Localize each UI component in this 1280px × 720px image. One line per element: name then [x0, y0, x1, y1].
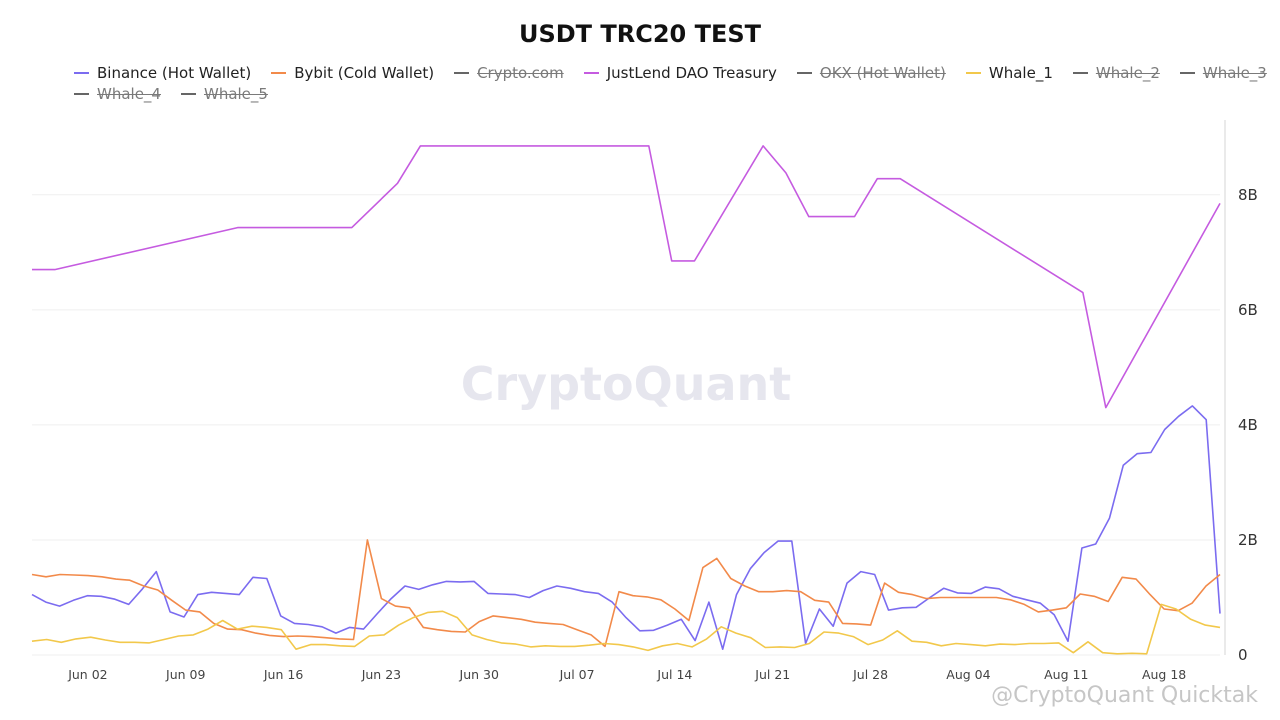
legend-swatch [74, 92, 89, 95]
legend-label: Whale_2 [1095, 63, 1160, 82]
legend-item-bybit[interactable]: Bybit (Cold Wallet) [271, 64, 434, 82]
legend-label: Whale_5 [203, 84, 268, 103]
legend-item-crypto-com[interactable]: Crypto.com [454, 64, 564, 82]
legend-label: Whale_1 [988, 63, 1053, 82]
chart-title: USDT TRC20 TEST [518, 20, 762, 48]
legend-label: Whale_3 [1202, 63, 1267, 82]
x-tick-label: Jun 02 [67, 667, 107, 682]
legend-item-whale-4[interactable]: Whale_4 [74, 85, 161, 103]
legend-item-whale-3[interactable]: Whale_3 [1179, 63, 1267, 82]
legend-row-2: Whale_4 Whale_5 [74, 83, 1224, 104]
x-tick-label: Aug 11 [1044, 667, 1088, 682]
chart-legend: Binance (Hot Wallet) Bybit (Cold Wallet)… [74, 62, 1267, 104]
legend-item-binance[interactable]: Binance (Hot Wallet) [74, 64, 251, 82]
y-tick-label: 4B [1238, 416, 1258, 434]
legend-swatch [796, 71, 812, 74]
legend-swatch [271, 71, 287, 74]
legend-swatch [1179, 71, 1195, 74]
legend-item-okx[interactable]: OKX (Hot Wallet) [796, 63, 946, 82]
x-tick-label: Jul 14 [656, 667, 692, 682]
y-tick-label: 0 [1238, 646, 1248, 664]
legend-swatch [454, 71, 470, 74]
x-tick-label: Jun 09 [165, 667, 205, 682]
legend-item-whale-1[interactable]: Whale_1 [965, 63, 1053, 82]
x-tick-label: Aug 18 [1142, 667, 1186, 682]
legend-label: Whale_4 [97, 84, 161, 103]
x-tick-label: Jul 07 [559, 667, 595, 682]
legend-swatch [1072, 71, 1088, 74]
legend-label: Binance (Hot Wallet) [97, 63, 252, 82]
legend-label: JustLend DAO Treasury [606, 63, 777, 82]
x-tick-label: Jul 21 [754, 667, 790, 682]
legend-item-justlend[interactable]: JustLend DAO Treasury [583, 63, 777, 82]
footer-watermark: @CryptoQuant Quicktak [991, 683, 1258, 708]
legend-label: Bybit (Cold Wallet) [294, 63, 435, 82]
series-line-0 [31, 405, 1221, 651]
x-tick-label: Aug 04 [946, 667, 990, 682]
legend-item-whale-5[interactable]: Whale_5 [180, 84, 268, 103]
legend-row-1: Binance (Hot Wallet) Bybit (Cold Wallet)… [74, 62, 1267, 83]
series-line-3 [32, 145, 1221, 409]
legend-swatch [74, 71, 89, 74]
legend-item-whale-2[interactable]: Whale_2 [1072, 63, 1160, 82]
legend-swatch [180, 92, 196, 95]
legend-swatch [583, 71, 599, 74]
series-line-1 [31, 539, 1221, 648]
y-tick-label: 8B [1238, 186, 1258, 204]
chart-watermark: CryptoQuant [461, 357, 792, 411]
x-tick-label: Jun 30 [459, 667, 499, 682]
y-tick-label: 2B [1238, 531, 1258, 549]
x-tick-label: Jun 23 [361, 667, 401, 682]
x-tick-label: Jul 28 [852, 667, 888, 682]
x-tick-label: Jun 16 [263, 667, 303, 682]
legend-label: Crypto.com [477, 63, 564, 82]
legend-swatch [965, 71, 981, 74]
y-tick-label: 6B [1238, 301, 1258, 319]
legend-label: OKX (Hot Wallet) [819, 63, 946, 82]
series-line-5 [31, 603, 1221, 655]
